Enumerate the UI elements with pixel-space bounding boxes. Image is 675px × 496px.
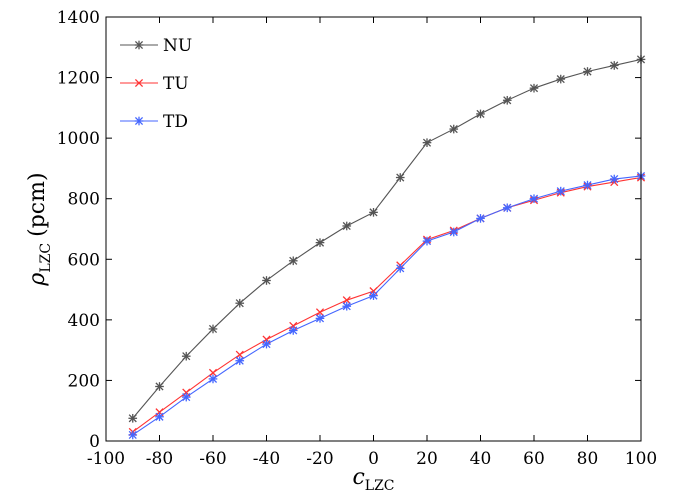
legend-marker-tu xyxy=(134,78,144,88)
series-lines xyxy=(132,58,642,436)
y-tick-label: 0 xyxy=(89,432,100,452)
legend-label-td: TD xyxy=(163,112,188,132)
data-point-td xyxy=(476,214,485,223)
data-point-td xyxy=(181,392,191,402)
series-line-td xyxy=(132,175,642,436)
y-tick-label: 1200 xyxy=(57,69,100,89)
data-point-td xyxy=(422,236,432,246)
legend-label-nu: NU xyxy=(163,36,192,56)
data-point-td xyxy=(449,227,459,237)
legend-marker-nu xyxy=(134,40,144,50)
data-point-nu xyxy=(529,83,539,93)
y-axis-subscript: LZC xyxy=(38,243,54,273)
data-point-td xyxy=(529,194,539,204)
x-tick-label: 20 xyxy=(416,449,438,469)
y-tick-label: 1400 xyxy=(57,8,100,28)
data-point-nu xyxy=(155,382,164,391)
x-tick-label: -60 xyxy=(199,449,226,469)
data-point-nu xyxy=(181,351,191,361)
data-point-td xyxy=(262,339,271,349)
x-tick-label: 80 xyxy=(577,449,599,469)
series-line-tu xyxy=(132,176,642,433)
data-point-nu xyxy=(369,208,378,217)
data-point-td xyxy=(609,174,619,184)
legend-item-tu: TU xyxy=(120,74,189,94)
data-point-td xyxy=(583,180,592,190)
data-point-td xyxy=(502,203,512,213)
axis-tick-labels: -100 -80 -60 -40 -20 0 20 40 60 80 100020040060080… xyxy=(57,8,657,469)
data-point-td xyxy=(288,326,298,335)
y-axis-unit: (pcm) xyxy=(25,172,50,236)
data-point-nu xyxy=(395,173,405,182)
y-tick-label: 1000 xyxy=(57,129,100,149)
x-axis-symbol: c xyxy=(352,465,364,490)
x-tick-label: 40 xyxy=(470,449,492,469)
legend-item-td: TD xyxy=(120,112,188,132)
data-point-tu xyxy=(208,368,218,377)
data-point-nu xyxy=(315,238,325,247)
x-tick-label: 100 xyxy=(625,449,657,469)
x-tick-label: -40 xyxy=(253,449,280,469)
data-point-nu xyxy=(476,109,485,119)
data-point-nu xyxy=(288,256,298,266)
data-point-nu xyxy=(502,95,512,105)
x-axis-label: cLZC xyxy=(352,465,394,494)
data-point-tu xyxy=(315,308,325,317)
x-tick-label: -20 xyxy=(306,449,333,469)
data-point-tu xyxy=(342,296,351,305)
data-point-nu xyxy=(235,298,245,308)
x-tick-label: -100 xyxy=(87,449,125,469)
data-point-nu xyxy=(342,221,352,231)
data-point-nu xyxy=(583,67,592,76)
y-axis-symbol: ρ xyxy=(25,273,50,287)
y-tick-label: 400 xyxy=(68,311,100,331)
data-point-nu xyxy=(262,276,271,285)
y-tick-label: 600 xyxy=(68,250,100,270)
x-axis-subscript: LZC xyxy=(365,478,395,494)
x-tick-label: 60 xyxy=(523,449,545,469)
data-point-td xyxy=(208,374,218,384)
axis-ticks xyxy=(105,16,642,442)
data-point-td xyxy=(128,430,138,440)
data-point-td xyxy=(556,186,566,196)
data-point-td xyxy=(315,314,325,323)
legend-item-nu: NU xyxy=(120,36,192,56)
data-point-tu xyxy=(235,350,244,359)
y-tick-label: 800 xyxy=(68,190,100,210)
data-point-td xyxy=(342,301,352,311)
legend-marker-td xyxy=(134,116,144,126)
legend-label-tu: TU xyxy=(163,74,189,94)
data-point-td xyxy=(369,291,378,300)
data-point-td xyxy=(235,356,245,366)
data-point-nu xyxy=(609,61,619,70)
series-markers xyxy=(128,55,646,440)
chart-legend: NU TU TD xyxy=(120,36,192,132)
data-point-nu xyxy=(208,324,218,334)
x-tick-label: 0 xyxy=(368,449,379,469)
x-tick-label: -80 xyxy=(146,449,173,469)
data-point-nu xyxy=(449,124,459,134)
data-point-td xyxy=(395,264,405,273)
data-point-td xyxy=(155,412,164,422)
y-axis-label: ρLZC (pcm) xyxy=(25,172,54,286)
data-point-nu xyxy=(556,74,566,84)
data-point-nu xyxy=(422,138,432,148)
data-point-nu xyxy=(128,413,138,423)
series-line-nu xyxy=(132,58,642,419)
y-tick-label: 200 xyxy=(68,371,100,391)
